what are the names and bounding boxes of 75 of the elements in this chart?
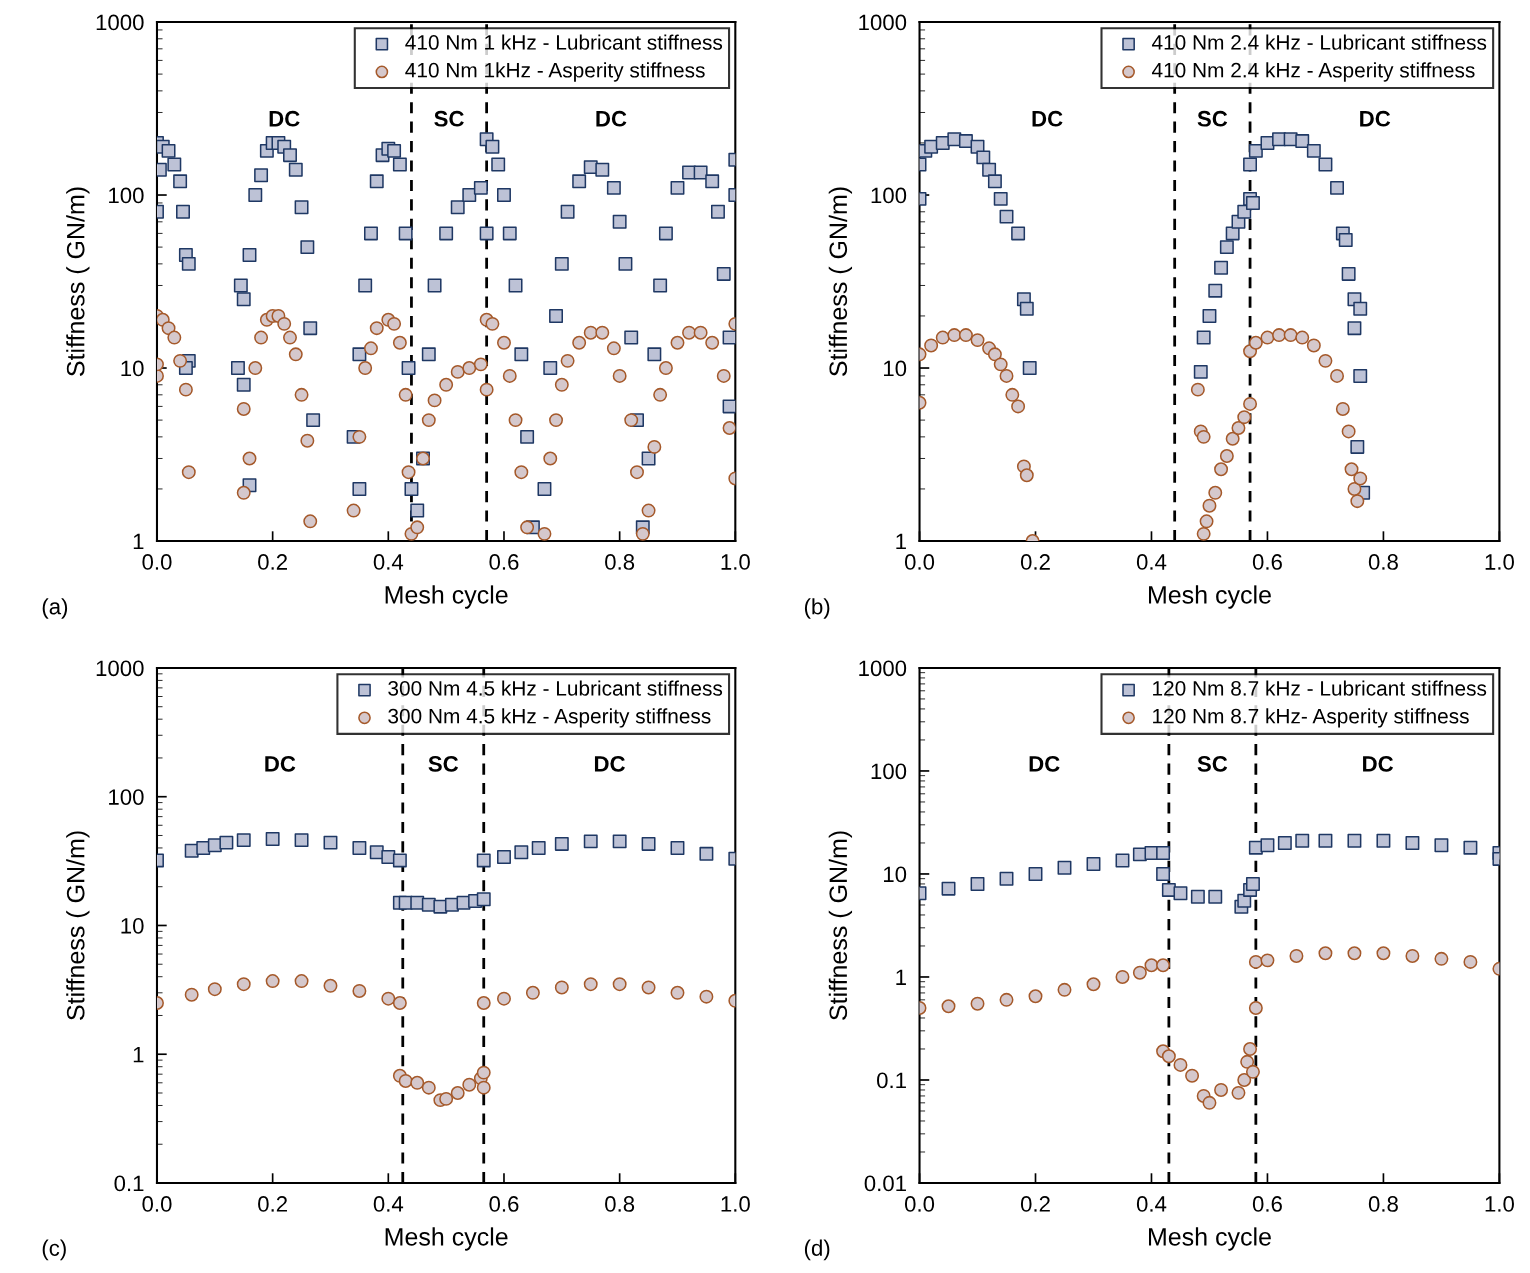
- y-tick-label: 100: [109, 187, 144, 204]
- y-tick-label: 1: [133, 533, 144, 550]
- x-tick-label: 0.2: [1020, 1196, 1050, 1212]
- x-tick-label: 0.4: [373, 1196, 404, 1212]
- y-tick-label: 10: [884, 866, 907, 883]
- y-tick-label: 1000: [859, 660, 907, 677]
- y-axis-title: Stiffness ( GN/m): [828, 187, 853, 377]
- text: (b): [804, 598, 830, 619]
- y-tick-label: 1: [133, 1047, 144, 1063]
- annotation: DC: [1029, 756, 1060, 772]
- y-tick-label: 1000: [859, 14, 907, 31]
- x-tick-label: 0.6: [489, 554, 519, 570]
- y-tick-label: 0.1: [877, 1072, 906, 1089]
- annotation: DC: [1032, 110, 1063, 127]
- x-tick-label: 1.0: [1485, 1196, 1514, 1212]
- legend-label: 410 Nm 1kHz - Asperity stiffness: [405, 62, 705, 82]
- legend-label: 120 Nm 8.7 kHz- Asperity stiffness: [1153, 708, 1469, 728]
- y-tick-label: 0.1: [114, 1175, 144, 1192]
- annotation: DC: [1363, 756, 1394, 772]
- legend-label: 300 Nm 4.5 kHz - Lubricant stiffness: [388, 680, 723, 696]
- annotation: SC: [428, 756, 459, 772]
- text: (a): [42, 598, 68, 619]
- y-tick-label: 1000: [96, 14, 144, 31]
- x-axis-title: Mesh cycle: [385, 585, 508, 609]
- x-tick-label: 1.0: [1485, 554, 1514, 570]
- legend-label: 410 Nm 2.4 kHz - Asperity stiffness: [1151, 62, 1475, 82]
- x-tick-label: 0.2: [1020, 554, 1050, 570]
- annotation: DC: [594, 756, 625, 772]
- x-tick-label: 0.0: [904, 1196, 935, 1212]
- annotation: SC: [1197, 756, 1228, 772]
- annotation: DC: [265, 756, 296, 772]
- y-tick-label: 10: [121, 360, 144, 377]
- y-tick-label: 1: [896, 533, 906, 550]
- x-tick-label: 1.0: [721, 1196, 750, 1212]
- x-tick-label: 0.8: [1368, 1196, 1398, 1212]
- y-tick-label: 100: [871, 763, 907, 780]
- y-tick-label: 1000: [96, 660, 144, 677]
- y-tick-label: 10: [884, 360, 907, 377]
- x-tick-label: 0.2: [258, 554, 287, 570]
- x-tick-label: 0.6: [1252, 554, 1282, 570]
- y-axis-title: Stiffness ( GN/m): [66, 187, 90, 377]
- x-tick-label: 0.4: [1136, 1196, 1167, 1212]
- y-tick-label: 0.01: [864, 1175, 906, 1192]
- x-axis-title: Mesh cycle: [1149, 1227, 1271, 1251]
- x-tick-label: 0.8: [605, 1196, 635, 1212]
- y-tick-label: 100: [871, 187, 907, 204]
- x-tick-label: 0.8: [1368, 554, 1398, 570]
- x-tick-label: 0.4: [1136, 554, 1167, 570]
- annotation: SC: [1197, 110, 1228, 127]
- x-tick-label: 0.0: [904, 554, 935, 570]
- legend-label: 300 Nm 4.5 kHz - Asperity stiffness: [388, 708, 711, 728]
- y-tick-label: 100: [109, 789, 144, 805]
- y-axis-title: Stiffness ( GN/m): [66, 831, 90, 1020]
- legend-label: 410 Nm 2.4 kHz - Lubricant stiffness: [1151, 34, 1487, 50]
- annotation: DC: [1360, 110, 1391, 127]
- x-tick-label: 0.4: [373, 554, 404, 570]
- annotation: SC: [434, 110, 464, 127]
- annotation: DC: [269, 110, 300, 127]
- y-tick-label: 1: [896, 969, 906, 986]
- annotation: DC: [596, 110, 627, 127]
- y-tick-label: 10: [121, 918, 144, 934]
- text: (d): [804, 1239, 830, 1261]
- x-tick-label: 0.8: [605, 554, 635, 570]
- text: (c): [42, 1239, 66, 1261]
- x-tick-label: 0.2: [258, 1196, 287, 1212]
- x-tick-label: 0.0: [142, 1196, 172, 1212]
- legend-label: 410 Nm 1 kHz - Lubricant stiffness: [405, 34, 723, 50]
- x-tick-label: 1.0: [721, 554, 750, 570]
- legend-label: 120 Nm 8.7 kHz - Lubricant stiffness: [1153, 680, 1487, 696]
- x-tick-label: 0.6: [489, 1196, 519, 1212]
- x-tick-label: 0.6: [1252, 1196, 1282, 1212]
- x-axis-title: Mesh cycle: [385, 1227, 508, 1251]
- x-axis-title: Mesh cycle: [1149, 585, 1271, 609]
- y-axis-title: Stiffness ( GN/m): [828, 831, 853, 1020]
- x-tick-label: 0.0: [142, 554, 172, 570]
